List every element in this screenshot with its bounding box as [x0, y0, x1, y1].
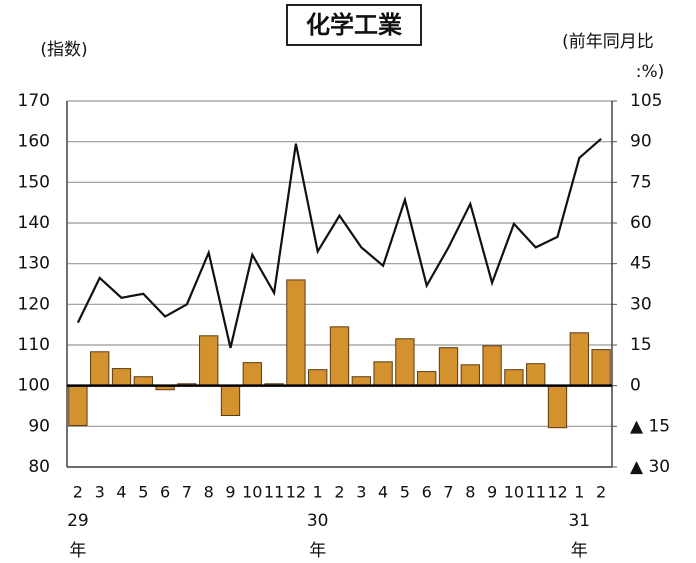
x-tick-label: 12: [286, 483, 306, 502]
x-tick-label: 6: [422, 483, 432, 502]
chart-title: 化学工業: [306, 11, 402, 39]
x-tick-label: 4: [378, 483, 388, 502]
x-tick-label: 2: [334, 483, 344, 502]
y-tick-label: 100: [18, 376, 50, 396]
bar: [68, 385, 88, 427]
x-tick-label: 12: [547, 483, 567, 502]
y2-tick-label: 105: [630, 91, 662, 111]
y-tick-label: 150: [18, 172, 50, 192]
bar: [526, 363, 546, 387]
bar: [286, 279, 306, 387]
bar: [373, 361, 393, 387]
x-tick-label: 3: [356, 483, 366, 502]
y2-tick-label: 15: [630, 335, 652, 355]
bar: [90, 351, 110, 387]
x-tick-label: 1: [313, 483, 323, 502]
line: [76, 137, 602, 349]
x-tick-label: 10: [242, 483, 262, 502]
bar: [417, 371, 437, 387]
year-label: 31年: [568, 511, 591, 561]
bar: [111, 368, 132, 387]
y-tick-label: 110: [18, 335, 50, 355]
bar: [220, 385, 241, 416]
year-label: 30年: [306, 511, 329, 561]
x-tick-label: 7: [182, 483, 192, 502]
y-tick-label: 140: [18, 213, 50, 233]
y-axis-label: (指数): [40, 40, 87, 60]
bar: [395, 338, 415, 387]
y2-axis-label: :%): [636, 62, 665, 82]
bar: [329, 326, 350, 387]
y2-tick-label: 60: [630, 213, 652, 233]
y2-tick-label: 90: [630, 132, 652, 152]
x-tick-label: 11: [526, 483, 546, 502]
bar: [351, 376, 371, 387]
x-tick-label: 2: [596, 483, 606, 502]
x-tick-label: 9: [487, 483, 497, 502]
y2-tick-label: 75: [630, 172, 652, 192]
y2-tick-label: 0: [630, 376, 641, 396]
bar: [308, 369, 328, 387]
year-label: 29年: [67, 511, 89, 561]
bar: [547, 385, 568, 429]
bar: [438, 347, 459, 387]
y2-tick-label: 45: [630, 254, 652, 274]
x-tick-label: 5: [400, 483, 410, 502]
x-tick-label: 11: [264, 483, 284, 502]
x-tick-label: 8: [465, 483, 475, 502]
x-tick-label: 5: [138, 483, 148, 502]
x-tick-label: 3: [95, 483, 105, 502]
y-tick-label: 90: [28, 416, 50, 436]
y-tick-label: 80: [28, 457, 50, 477]
y-tick-label: 170: [18, 91, 50, 111]
y2-tick-label: 30: [630, 294, 652, 314]
x-tick-label: 8: [204, 483, 214, 502]
y2-axis-label: (前年同月比: [562, 32, 654, 52]
bar: [482, 345, 502, 387]
title-box: [286, 4, 422, 46]
bar: [460, 364, 480, 387]
y-tick-label: 160: [18, 132, 50, 152]
bar: [591, 349, 611, 387]
y2-tick-label: ▲ 15: [630, 416, 670, 436]
bar: [569, 332, 589, 387]
y2-tick-label: ▲ 30: [630, 457, 670, 477]
x-tick-label: 7: [443, 483, 453, 502]
bar: [504, 369, 524, 387]
x-tick-label: 2: [73, 483, 83, 502]
x-tick-label: 4: [116, 483, 126, 502]
bar: [133, 376, 153, 387]
y-tick-label: 130: [18, 254, 50, 274]
x-tick-label: 1: [574, 483, 584, 502]
bar: [242, 362, 262, 387]
bar: [199, 335, 219, 387]
y-tick-label: 120: [18, 294, 50, 314]
x-tick-label: 9: [225, 483, 235, 502]
x-tick-label: 6: [160, 483, 170, 502]
x-tick-label: 10: [504, 483, 524, 502]
